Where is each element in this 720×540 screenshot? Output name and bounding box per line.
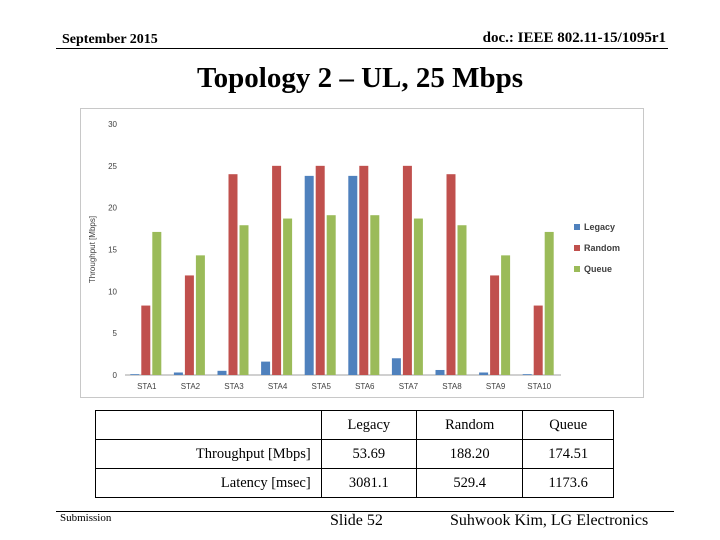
legend-swatch-legacy [574, 224, 580, 230]
x-tick-label: STA5 [311, 382, 331, 391]
bar-legacy-sta1 [130, 374, 140, 375]
y-tick-label: 20 [108, 204, 117, 213]
bar-random-sta4 [272, 165, 282, 375]
y-tick-label: 30 [108, 120, 117, 129]
table-header-cell: Legacy [320, 410, 418, 440]
bar-random-sta8 [446, 174, 456, 375]
bar-random-sta2 [184, 275, 194, 375]
bar-legacy-sta5 [304, 175, 314, 375]
x-tick-label: STA7 [399, 382, 419, 391]
legend-swatch-queue [574, 266, 580, 272]
bar-random-sta1 [141, 305, 151, 375]
results-table: Legacy Random Queue Throughput [Mbps] 53… [95, 410, 614, 498]
legend-label-random: Random [584, 243, 620, 253]
footer-author: Suhwook Kim, LG Electronics [450, 512, 649, 529]
bar-queue-sta1 [152, 231, 162, 375]
bar-legacy-sta2 [173, 372, 183, 375]
table-row: Throughput [Mbps] 53.69 188.20 174.51 [95, 439, 614, 469]
x-tick-label: STA1 [137, 382, 157, 391]
bar-queue-sta9 [501, 255, 511, 375]
x-tick-label: STA9 [486, 382, 506, 391]
bar-queue-sta10 [544, 231, 554, 375]
y-tick-label: 5 [113, 329, 118, 338]
table-header-cell [95, 410, 322, 440]
bar-legacy-sta8 [435, 369, 445, 375]
table-cell: 53.69 [320, 439, 418, 469]
y-tick-label: 25 [108, 162, 117, 171]
bar-queue-sta8 [457, 225, 467, 375]
legend-label-queue: Queue [584, 264, 612, 274]
bar-random-sta7 [402, 165, 412, 375]
footer-rule [56, 511, 674, 512]
table-cell: 174.51 [522, 439, 614, 469]
bar-random-sta3 [228, 174, 238, 375]
x-tick-label: STA10 [527, 382, 551, 391]
header-date: September 2015 [62, 32, 158, 47]
x-tick-label: STA8 [442, 382, 462, 391]
table-cell: 529.4 [416, 468, 524, 498]
x-tick-label: STA6 [355, 382, 375, 391]
x-tick-label: STA4 [268, 382, 288, 391]
footer-submission: Submission [60, 512, 112, 524]
table-header-cell: Random [416, 410, 524, 440]
bar-queue-sta3 [239, 225, 249, 375]
legend-label-legacy: Legacy [584, 222, 615, 232]
bar-legacy-sta6 [348, 175, 358, 375]
table-cell: 188.20 [416, 439, 524, 469]
header-rule [56, 48, 668, 49]
table-cell: 3081.1 [320, 468, 418, 498]
bar-legacy-sta7 [391, 358, 401, 375]
bar-random-sta10 [533, 305, 543, 375]
slide-title: Topology 2 – UL, 25 Mbps [196, 62, 524, 94]
y-tick-label: 0 [113, 371, 118, 380]
bar-queue-sta7 [413, 218, 423, 375]
bar-random-sta6 [359, 165, 369, 375]
table-header-row: Legacy Random Queue [95, 410, 614, 440]
bar-queue-sta2 [195, 255, 205, 375]
bar-legacy-sta3 [217, 370, 227, 375]
y-axis-label: Throughput [Mbps] [88, 216, 97, 283]
bar-queue-sta4 [283, 218, 293, 375]
x-tick-label: STA2 [181, 382, 201, 391]
table-row: Latency [msec] 3081.1 529.4 1173.6 [95, 468, 614, 498]
throughput-bar-chart: 0 5 10 15 20 25 30 Throughput [Mbps] STA1 STA2 STA… [88, 120, 620, 391]
header-doc-id: doc.: IEEE 802.11-15/1095r1 [482, 30, 666, 46]
table-row-label: Throughput [Mbps] [95, 439, 322, 469]
bar-queue-sta6 [370, 215, 380, 375]
bar-random-sta5 [315, 165, 325, 375]
y-tick-label: 15 [108, 246, 117, 255]
chart-area: 0 5 10 15 20 25 30 Throughput [Mbps] STA1 STA2 STA… [80, 108, 644, 398]
table-header-cell: Queue [522, 410, 614, 440]
bar-legacy-sta9 [479, 372, 489, 375]
bar-legacy-sta10 [522, 374, 532, 375]
table-cell: 1173.6 [522, 468, 614, 498]
bar-legacy-sta4 [261, 361, 271, 375]
table-row-label: Latency [msec] [95, 468, 322, 498]
legend-swatch-random [574, 245, 580, 251]
x-tick-label: STA3 [224, 382, 244, 391]
bar-random-sta9 [490, 275, 500, 375]
bar-queue-sta5 [326, 215, 336, 375]
y-tick-label: 10 [108, 287, 117, 296]
footer-slide-number: Slide 52 [330, 512, 383, 529]
